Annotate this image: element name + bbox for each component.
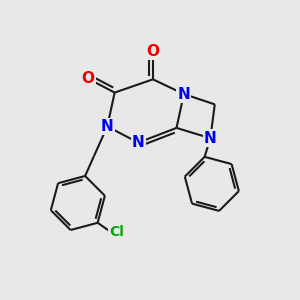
Text: N: N <box>178 87 190 102</box>
Text: N: N <box>101 119 114 134</box>
Text: N: N <box>132 135 145 150</box>
Text: O: O <box>82 71 95 86</box>
Text: O: O <box>146 44 159 59</box>
Text: Cl: Cl <box>109 225 124 239</box>
Text: N: N <box>204 131 217 146</box>
